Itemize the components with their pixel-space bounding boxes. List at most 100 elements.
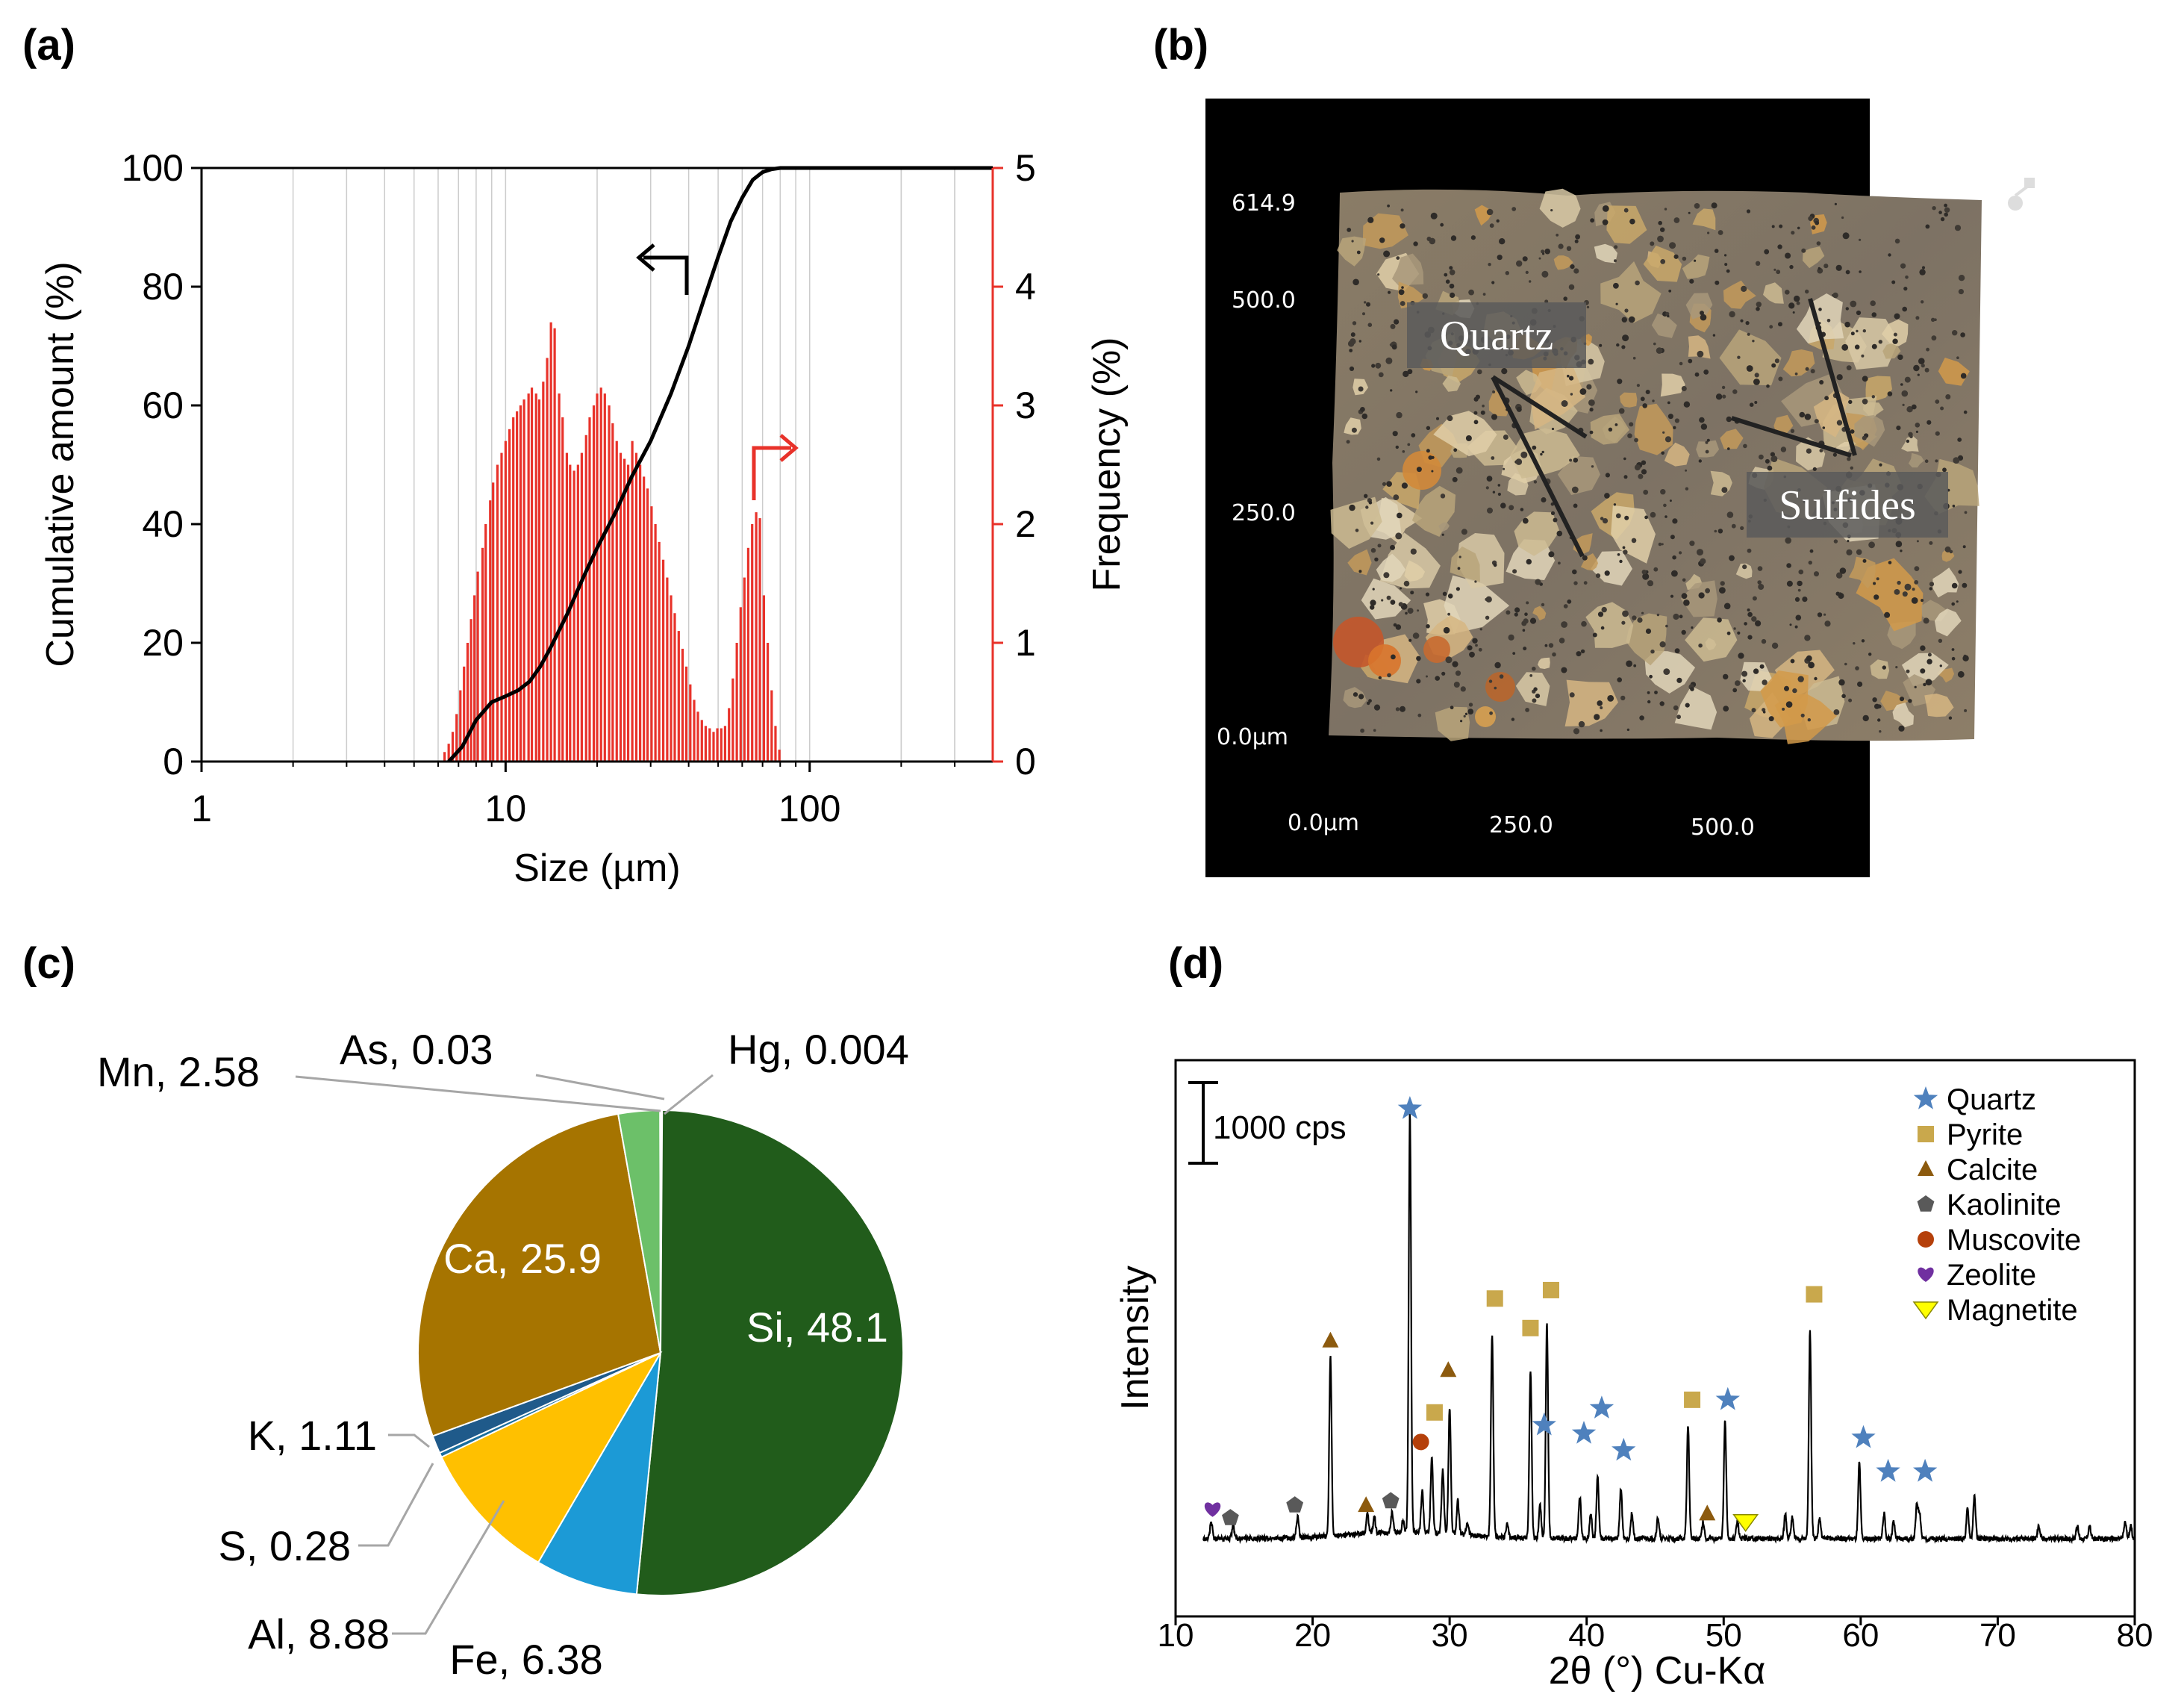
sulfide-speck bbox=[1894, 313, 1900, 320]
sulfide-speck bbox=[1597, 611, 1604, 617]
sulfide-speck bbox=[1729, 555, 1735, 561]
sulfide-speck bbox=[1850, 300, 1857, 308]
sulfide-speck bbox=[1525, 270, 1529, 274]
sulfide-speck bbox=[1497, 492, 1501, 496]
mineral-grain bbox=[1651, 313, 1677, 338]
intensity-scale-bar bbox=[1188, 1081, 1218, 1165]
sulfide-speck bbox=[1670, 535, 1675, 540]
sulfide-speck bbox=[1650, 650, 1655, 654]
sulfide-speck bbox=[1924, 367, 1929, 373]
sulfide-speck bbox=[1600, 706, 1603, 709]
sulfide-speck bbox=[1378, 676, 1382, 679]
sulfide-speck bbox=[1925, 224, 1930, 229]
a-frequency-bar bbox=[584, 435, 587, 762]
mineral-grain bbox=[1619, 392, 1638, 408]
mineral-grain bbox=[1488, 389, 1511, 417]
mineral-grain bbox=[1908, 452, 1924, 468]
sulfide-speck bbox=[1447, 415, 1453, 422]
sulfide-speck bbox=[1623, 549, 1628, 555]
sulfide-speck bbox=[1623, 457, 1626, 461]
sulfide-speck bbox=[1540, 452, 1543, 456]
sulfides-label: Sulfides bbox=[1779, 482, 1916, 529]
a-frequency-bar bbox=[661, 559, 665, 762]
sulfide-speck bbox=[1367, 217, 1374, 223]
sulfide-speck bbox=[1726, 269, 1730, 273]
sulfide-speck bbox=[1774, 358, 1779, 364]
sulfide-speck bbox=[1939, 664, 1942, 667]
sulfide-speck bbox=[1656, 613, 1660, 617]
sulfide-speck bbox=[1685, 703, 1690, 708]
sulfide-speck bbox=[1862, 376, 1868, 382]
sulfide-speck bbox=[1526, 601, 1529, 605]
label-s: S, 0.28 bbox=[219, 1522, 351, 1569]
sulfide-speck bbox=[1576, 651, 1582, 657]
sulfide-speck bbox=[1453, 448, 1458, 452]
sulfide-speck bbox=[1717, 529, 1723, 534]
a-frequency-bar bbox=[716, 728, 719, 762]
sulfide-speck bbox=[1535, 579, 1541, 585]
sulfide-speck bbox=[1870, 300, 1876, 307]
sulfide-speck bbox=[1799, 411, 1806, 418]
sulfide-speck bbox=[1449, 283, 1455, 289]
sulfide-speck bbox=[1794, 625, 1798, 629]
sulfide-speck bbox=[1711, 202, 1717, 209]
sulfide-speck bbox=[1452, 661, 1458, 667]
sulfide-speck bbox=[1796, 301, 1800, 305]
sulfide-speck bbox=[1935, 459, 1938, 463]
sulfide-speck bbox=[1352, 278, 1359, 286]
sulfide-speck bbox=[1962, 655, 1969, 661]
mineral-grain bbox=[1532, 605, 1547, 620]
sulfide-speck bbox=[1836, 572, 1843, 579]
sulfide-speck bbox=[1410, 548, 1417, 555]
sulfide-speck bbox=[1899, 697, 1905, 702]
a-frequency-bar bbox=[537, 399, 541, 762]
a-cumulative-curve bbox=[447, 166, 993, 763]
sulfide-speck bbox=[1385, 357, 1393, 364]
sulfide-speck bbox=[1515, 458, 1523, 465]
sulfide-speck bbox=[1679, 614, 1683, 619]
sulfide-speck bbox=[1699, 417, 1705, 423]
sulfide-speck bbox=[1770, 452, 1775, 457]
sulfide-speck bbox=[1430, 212, 1438, 220]
sulfide-speck bbox=[1861, 639, 1865, 643]
sulfide-speck bbox=[1623, 208, 1629, 213]
sulfide-speck bbox=[1657, 235, 1664, 243]
sulfide-speck bbox=[1766, 384, 1770, 388]
sulfide-speck bbox=[1374, 557, 1379, 561]
sulfide-speck bbox=[1951, 656, 1956, 661]
sulfide-speck bbox=[1929, 582, 1935, 587]
sulfide-speck bbox=[1373, 704, 1381, 711]
sulfide-speck bbox=[1900, 549, 1903, 552]
sulfide-speck bbox=[1485, 597, 1488, 601]
sulfide-speck bbox=[1751, 616, 1757, 622]
sulfide-speck bbox=[1622, 546, 1626, 549]
optical-micrograph: Quartz Sulfides 614.9 500.0 250.0 0.0µm … bbox=[1205, 99, 2121, 877]
sulfide-speck bbox=[1538, 257, 1541, 260]
sulfide-speck bbox=[1620, 695, 1626, 701]
sulfide-speck bbox=[1365, 505, 1369, 509]
sulfide-speck bbox=[1846, 365, 1852, 370]
sulfide-speck bbox=[1832, 292, 1838, 299]
a-frequency-bar bbox=[504, 440, 507, 762]
sulfide-speck bbox=[1894, 238, 1900, 244]
sulfide-speck bbox=[1379, 237, 1385, 243]
sulfide-speck bbox=[1802, 597, 1808, 603]
sulfide-speck bbox=[1469, 651, 1475, 658]
sulfide-speck bbox=[1514, 607, 1520, 613]
mineral-grain bbox=[1688, 335, 1711, 359]
sulfide-speck bbox=[1468, 289, 1474, 296]
sulfide-speck bbox=[1631, 538, 1637, 544]
sulfide-speck bbox=[1486, 208, 1494, 216]
sulfide-speck bbox=[1541, 603, 1545, 607]
sulfide-speck bbox=[1491, 414, 1497, 420]
marker-quartz bbox=[1532, 1412, 1556, 1436]
sulfide-speck bbox=[1503, 467, 1506, 470]
sulfide-speck bbox=[1645, 628, 1652, 635]
sulfide-speck bbox=[1589, 430, 1594, 435]
sulfide-speck bbox=[1906, 406, 1913, 413]
sulfide-speck bbox=[1951, 602, 1955, 606]
a-ytick-label-left: 60 bbox=[142, 385, 184, 426]
sulfide-speck bbox=[1650, 511, 1656, 518]
sulfide-speck bbox=[1541, 270, 1549, 278]
mineral-grain bbox=[1433, 411, 1497, 457]
